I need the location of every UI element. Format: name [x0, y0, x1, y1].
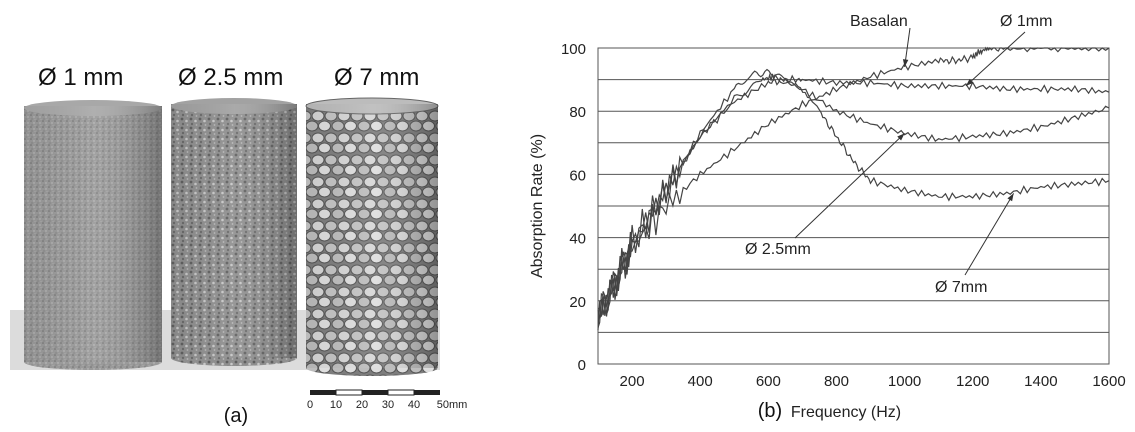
y-axis-ticks: 0 20 40 60 80 100: [561, 41, 586, 374]
grid-lines: [598, 79, 1109, 333]
scale-tick-label: 20: [356, 399, 368, 411]
annotation-arrowhead: [1007, 193, 1014, 202]
sample-photo-panel: Ø 1 mm Ø 2.5 mm Ø 7 mm 0 10 20 30 40 50m…: [10, 64, 468, 427]
y-tick-label: 100: [561, 41, 586, 58]
y-tick-label: 0: [578, 357, 586, 374]
scale-tick-label: 10: [330, 399, 342, 411]
y-tick-label: 80: [569, 104, 586, 121]
series-lines: [597, 46, 1110, 331]
x-tick-label: 1000: [888, 373, 921, 390]
x-tick-label: 1200: [956, 373, 989, 390]
x-tick-label: 600: [756, 373, 781, 390]
annotation-arrow: [965, 31, 1026, 87]
x-axis-label: Frequency (Hz): [791, 404, 901, 421]
curve-annotations: Basalan Ø 1mm Ø 2.5mm Ø 7mm: [745, 13, 1052, 296]
x-tick-label: 1400: [1024, 373, 1057, 390]
sample-label-7mm: Ø 7 mm: [334, 64, 419, 91]
annotation-arrow: [794, 132, 905, 239]
sample-label-1mm: Ø 1 mm: [38, 64, 123, 91]
series-line-0: [597, 46, 1110, 317]
annotation-label: Ø 1mm: [1000, 13, 1052, 30]
annotation-arrowhead: [965, 78, 974, 86]
x-tick-label: 1600: [1092, 373, 1125, 390]
y-tick-label: 40: [569, 231, 586, 248]
series-line-2: [597, 72, 1110, 328]
y-tick-label: 20: [569, 294, 586, 311]
panel-b-caption: (b): [758, 400, 782, 422]
annotation-arrow: [964, 193, 1015, 276]
annotation-label: Basalan: [850, 13, 908, 30]
y-axis-label: Absorption Rate (%): [529, 134, 546, 278]
scale-tick-label: 40: [408, 399, 420, 411]
x-axis-ticks: 200 400 600 800 1000 1200 1400 1600: [620, 373, 1126, 390]
panel-a-caption: (a): [224, 405, 248, 427]
cylinder-2-5mm: [171, 98, 297, 366]
y-tick-label: 60: [569, 167, 586, 184]
series-line-3: [597, 68, 1110, 321]
cylinder-7mm: [305, 97, 439, 376]
annotation-label: Ø 7mm: [935, 279, 987, 296]
sample-label-2-5mm: Ø 2.5 mm: [178, 64, 283, 91]
scale-tick-label: 30: [382, 399, 394, 411]
scale-tick-label: 0: [307, 399, 313, 411]
x-tick-label: 800: [824, 373, 849, 390]
absorption-chart: 0 20 40 60 80 100 200 400 600 800 1000 1200 1400 160…: [529, 13, 1126, 422]
x-tick-label: 200: [620, 373, 645, 390]
annotation-label: Ø 2.5mm: [745, 241, 811, 258]
scale-tick-label: 50mm: [437, 399, 468, 411]
x-tick-label: 400: [688, 373, 713, 390]
annotation-arrowhead: [902, 59, 909, 67]
scale-bar: 0 10 20 30 40 50mm: [307, 389, 468, 411]
annotation-arrowhead: [897, 133, 905, 141]
cylinder-1mm: [24, 100, 162, 370]
